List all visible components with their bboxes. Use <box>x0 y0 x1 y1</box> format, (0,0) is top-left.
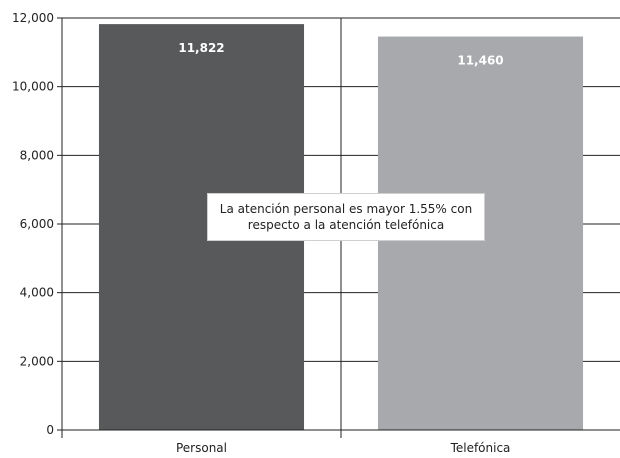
data-labels: 11,822 11,460 <box>178 41 503 67</box>
y-tick-label: 8,000 <box>20 148 54 162</box>
data-label: 11,822 <box>178 41 224 55</box>
y-tick-label: 0 <box>46 423 54 437</box>
x-tick-label: Telefónica <box>450 441 511 455</box>
bars <box>98 24 584 431</box>
data-label: 11,460 <box>457 54 503 68</box>
y-tick-label: 12,000 <box>12 11 54 25</box>
annotation-box: La atención personal es mayor 1.55% con … <box>207 193 485 241</box>
x-axis-ticks: Personal Telefónica <box>61 430 511 455</box>
annotation-text: La atención personal es mayor 1.55% con … <box>219 202 473 232</box>
y-tick-label: 6,000 <box>20 217 54 231</box>
y-tick-label: 10,000 <box>12 80 54 94</box>
x-tick-label: Personal <box>176 441 227 455</box>
y-tick-label: 2,000 <box>20 354 54 368</box>
y-axis-ticks: 0 2,000 4,000 6,000 8,000 10,000 12,000 <box>12 11 62 437</box>
y-tick-label: 4,000 <box>20 286 54 300</box>
